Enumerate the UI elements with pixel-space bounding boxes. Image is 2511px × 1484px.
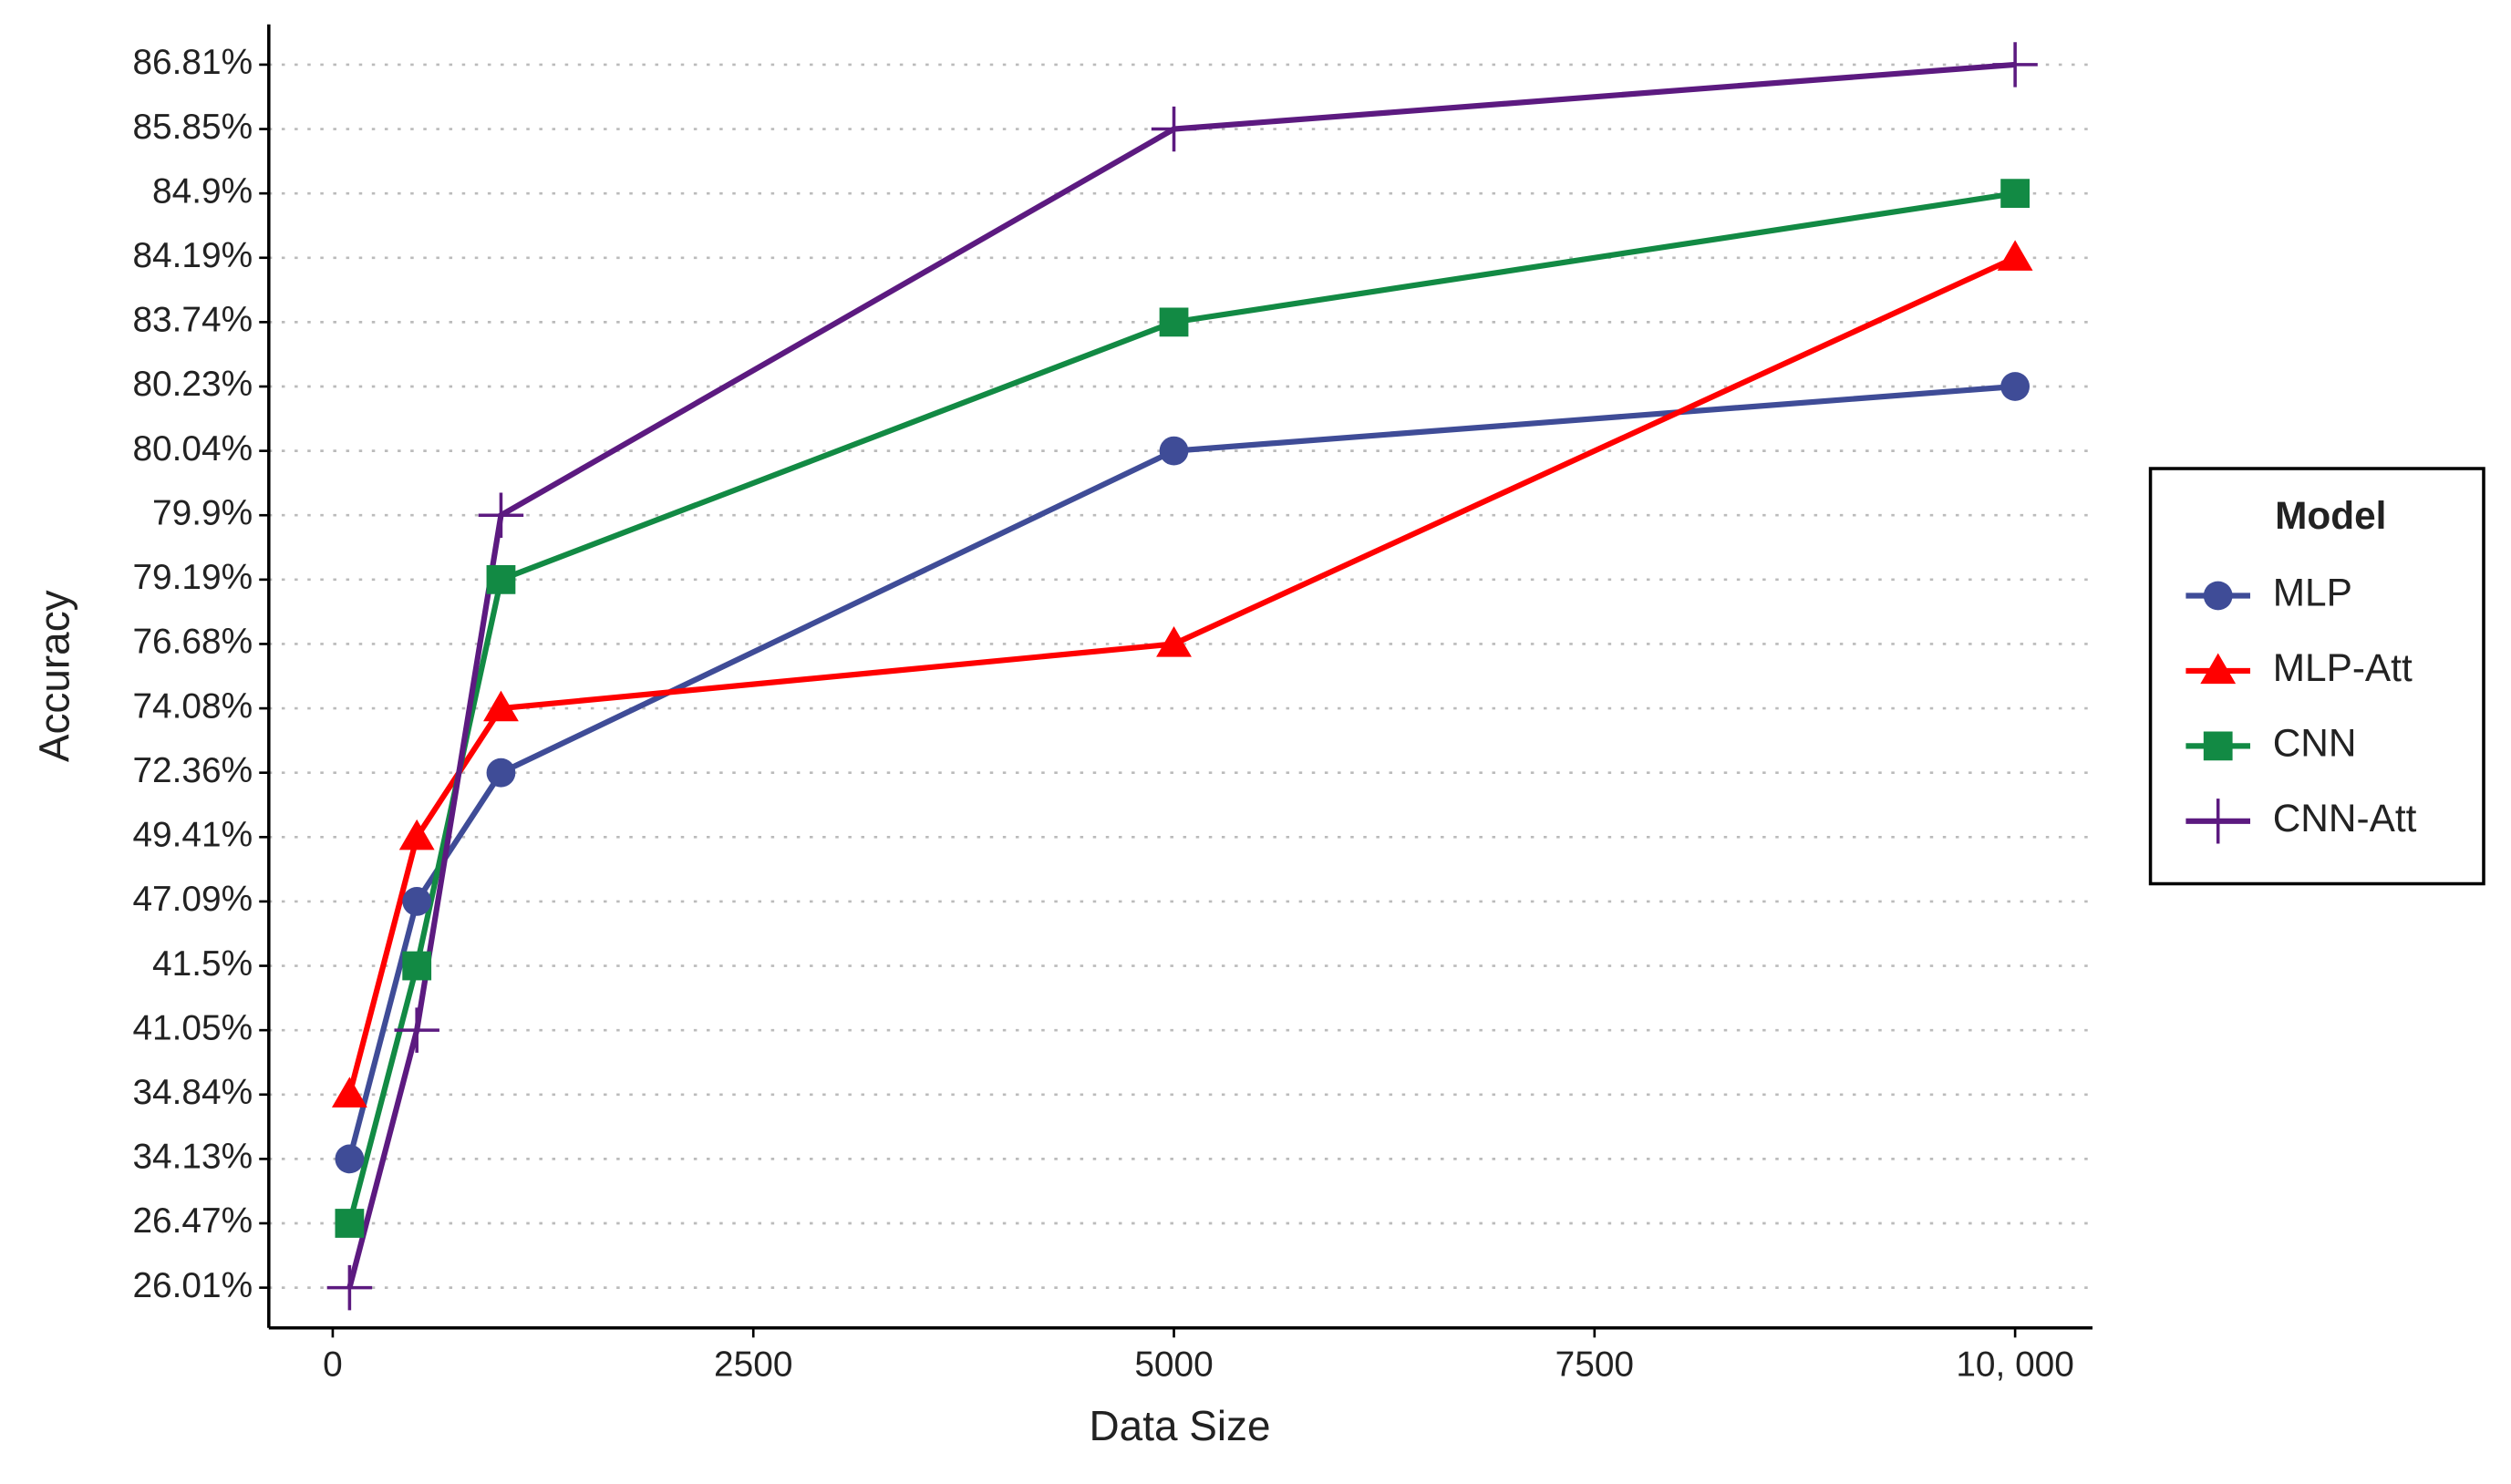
y-tick-label: 83.74% xyxy=(132,301,253,340)
y-tick-label: 80.04% xyxy=(132,429,253,469)
y-tick-label: 41.05% xyxy=(132,1008,253,1047)
x-tick-label: 0 xyxy=(323,1345,343,1384)
y-tick-label: 34.84% xyxy=(132,1073,253,1112)
y-tick-label: 34.13% xyxy=(132,1138,253,1177)
y-tick-label: 85.85% xyxy=(132,108,253,147)
data-point xyxy=(486,564,516,594)
y-tick-label: 49.41% xyxy=(132,816,253,855)
y-tick-label: 26.01% xyxy=(132,1266,253,1305)
y-tick-label: 72.36% xyxy=(132,751,253,790)
legend-title: Model xyxy=(2275,494,2386,537)
data-point xyxy=(402,951,432,981)
legend-label: MLP xyxy=(2273,572,2352,614)
legend-marker xyxy=(2203,731,2233,761)
data-point xyxy=(486,757,516,788)
x-axis-label: Data Size xyxy=(1090,1402,1271,1449)
y-tick-label: 41.5% xyxy=(152,944,253,984)
y-tick-label: 26.47% xyxy=(132,1201,253,1241)
y-tick-label: 79.9% xyxy=(152,493,253,532)
data-point xyxy=(1159,307,1189,337)
y-tick-label: 47.09% xyxy=(132,880,253,919)
y-tick-label: 79.19% xyxy=(132,558,253,597)
data-point xyxy=(478,492,524,538)
y-tick-label: 76.68% xyxy=(132,623,253,662)
data-point xyxy=(398,819,435,850)
y-tick-label: 74.08% xyxy=(132,686,253,726)
data-point xyxy=(1992,42,2038,88)
data-point xyxy=(335,1209,365,1238)
y-tick-label: 86.81% xyxy=(132,43,253,82)
y-tick-label: 84.19% xyxy=(132,236,253,275)
data-point xyxy=(2000,179,2030,209)
x-tick-label: 10, 000 xyxy=(1956,1345,2074,1384)
x-tick-label: 7500 xyxy=(1555,1345,1634,1384)
x-tick-label: 5000 xyxy=(1134,1345,1213,1384)
y-tick-label: 80.23% xyxy=(132,365,253,404)
legend-label: MLP-Att xyxy=(2273,646,2413,689)
data-point xyxy=(335,1144,365,1174)
data-point xyxy=(402,887,432,916)
data-point xyxy=(2000,372,2030,401)
legend-label: CNN-Att xyxy=(2273,797,2417,840)
legend-marker xyxy=(2195,799,2241,844)
legend-label: CNN xyxy=(2273,722,2357,765)
data-point xyxy=(1997,240,2033,271)
y-axis-label: Accuracy xyxy=(31,590,78,762)
data-point xyxy=(394,1007,439,1053)
data-point xyxy=(331,1077,367,1108)
legend-marker xyxy=(2200,653,2237,685)
data-point xyxy=(483,690,519,722)
legend-marker xyxy=(2203,581,2233,611)
series-line xyxy=(346,61,2016,1289)
x-tick-label: 2500 xyxy=(714,1345,792,1384)
data-point xyxy=(326,1264,373,1311)
series-line xyxy=(346,254,2017,1096)
data-point xyxy=(1159,436,1189,466)
data-point xyxy=(1156,626,1192,657)
y-tick-label: 84.9% xyxy=(152,171,253,211)
data-point xyxy=(1151,106,1197,152)
